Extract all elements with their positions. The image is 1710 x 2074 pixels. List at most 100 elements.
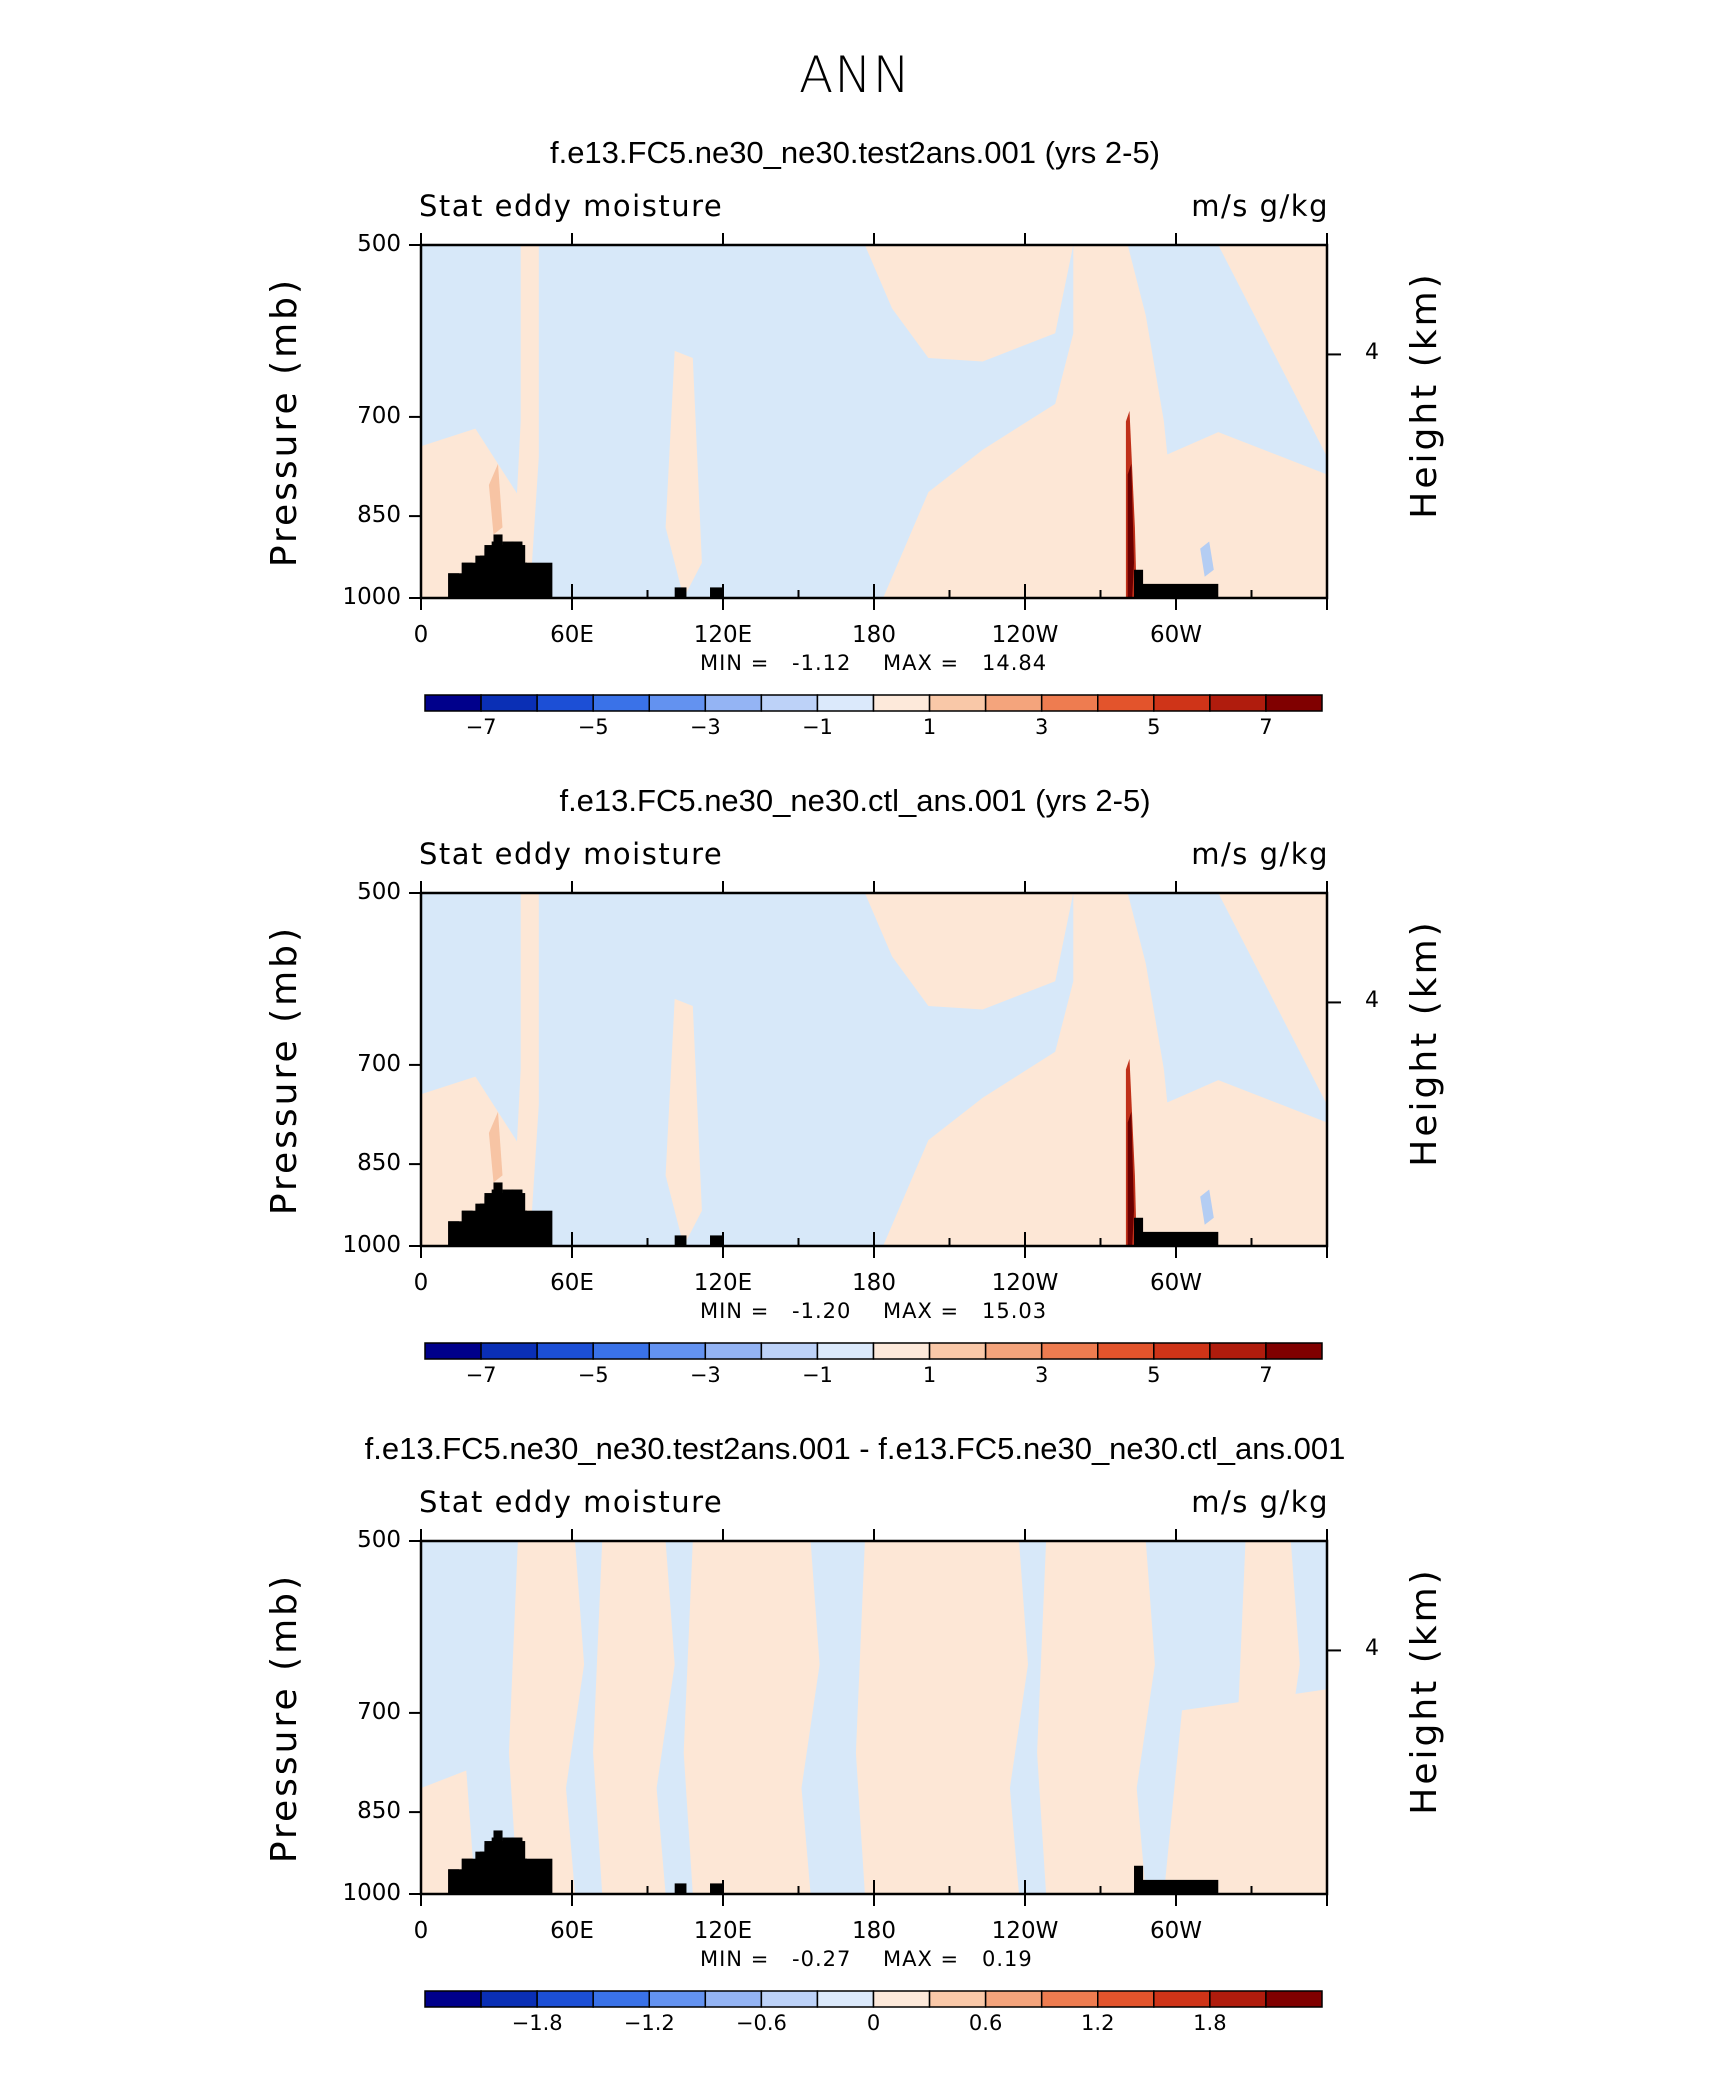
colorbar-segment — [704, 1342, 763, 1360]
colorbar-segment — [592, 1342, 650, 1360]
topography-8 — [674, 1235, 687, 1246]
contour-positive-right — [1127, 893, 1327, 1246]
colorbar-segment — [1097, 694, 1155, 712]
colorbar-segment — [1209, 1342, 1267, 1360]
colorbar-label: −3 — [689, 1363, 721, 1387]
min-value: -1.20 — [792, 1299, 852, 1323]
colorbar-segment — [984, 694, 1043, 712]
pressure-tick-label: 850 — [357, 1798, 401, 1825]
colorbar-segment — [1097, 1990, 1155, 2008]
contour-blue-blob — [1200, 541, 1214, 577]
contour-positive-strip2 — [665, 350, 702, 598]
colorbar-label: 1 — [922, 715, 937, 739]
colorbar-segment — [648, 1990, 707, 2008]
panel-title: f.e13.FC5.ne30_ne30.test2ans.001 - f.e13… — [364, 1431, 1346, 1466]
topography-step-3 — [475, 1203, 487, 1246]
topography-step-6 — [502, 1837, 514, 1894]
topography-step-1 — [448, 573, 460, 598]
colorbar-segment — [816, 1990, 875, 2008]
colorbar-segment — [760, 694, 819, 712]
x-tick-label: 180 — [852, 1270, 896, 1296]
max-value: 0.19 — [982, 1947, 1033, 1971]
topography-step-4 — [484, 1844, 496, 1894]
topography-9 — [710, 1235, 724, 1246]
colorbar — [424, 1342, 1323, 1360]
topography-11 — [1136, 1231, 1219, 1246]
colorbar-segment — [424, 694, 482, 712]
max-label: MAX = — [883, 1947, 960, 1971]
colorbar-segment — [872, 694, 931, 712]
colorbar-label: 1.2 — [1081, 2011, 1115, 2035]
pressure-tick-label: 700 — [357, 1050, 401, 1077]
contour-positive-top — [864, 245, 1074, 362]
min-value: -1.12 — [792, 651, 852, 675]
colorbar — [424, 1990, 1323, 2008]
colorbar-segment — [928, 1342, 987, 1360]
x-tick-label: 0 — [413, 622, 429, 648]
colorbar-segment — [1153, 1990, 1211, 2008]
topography-step-8 — [516, 1210, 528, 1246]
colorbar-segment — [872, 1342, 931, 1360]
topography-step-9 — [520, 1235, 532, 1246]
contour-positive-east — [864, 893, 1182, 1246]
contour-positive-right — [1127, 245, 1327, 598]
topography-step-4 — [484, 548, 496, 598]
topography-step-6 — [502, 541, 514, 598]
colorbar-segment — [928, 1990, 987, 2008]
min-label: MIN = — [700, 1299, 770, 1323]
main-title: ANN — [798, 46, 911, 104]
contour-fill — [421, 245, 1327, 598]
pressure-tick-label: 500 — [357, 879, 401, 905]
height-tick-label: 4 — [1365, 1636, 1379, 1662]
pressure-tick-label: 500 — [357, 231, 401, 257]
contour-positive-band-3 — [683, 1541, 820, 1894]
topography-9 — [710, 587, 724, 598]
x-tick-label: 180 — [852, 1918, 896, 1944]
contour-positive-band-1 — [508, 1541, 585, 1894]
subtitle-left: Stat eddy moisture — [419, 1485, 724, 1519]
colorbar-label: −7 — [465, 1363, 497, 1387]
colorbar-segment — [480, 1990, 538, 2008]
topography-step-5 — [491, 1837, 503, 1894]
max-value: 15.03 — [982, 1299, 1048, 1323]
max-label: MAX = — [883, 651, 960, 675]
topography-step-3 — [475, 1851, 487, 1894]
colorbar-segment — [1097, 1342, 1155, 1360]
colorbar-segment — [704, 1990, 763, 2008]
x-tick-label: 120E — [693, 1270, 753, 1296]
colorbar-label: 0 — [866, 2011, 881, 2035]
colorbar-label: 7 — [1259, 715, 1273, 739]
subtitle-left: Stat eddy moisture — [419, 837, 724, 871]
colorbar — [424, 694, 1323, 712]
colorbar-label: −5 — [577, 1363, 609, 1387]
colorbar-label: −1.2 — [623, 2011, 675, 2035]
colorbar-segment — [536, 694, 594, 712]
topography-8 — [674, 587, 687, 598]
topography-step-9 — [520, 1883, 532, 1894]
pressure-tick-label: 700 — [357, 402, 401, 429]
contour-fill — [421, 1541, 1327, 1894]
colorbar-label: 7 — [1259, 1363, 1273, 1387]
colorbar-label: −1 — [801, 715, 833, 739]
pressure-tick-label: 850 — [357, 502, 401, 529]
colorbar-segment — [928, 694, 987, 712]
contour-positive-nw — [1218, 893, 1327, 936]
contour-fill — [421, 893, 1327, 1246]
colorbar-segment — [760, 1990, 819, 2008]
panel-1 — [409, 233, 1341, 712]
contour-spike-core — [1127, 463, 1134, 598]
colorbar-segment — [1209, 694, 1267, 712]
contour-positive-se — [1163, 1689, 1327, 1894]
panel-title: f.e13.FC5.ne30_ne30.ctl_ans.001 (yrs 2-5… — [559, 783, 1151, 818]
subtitle-left: Stat eddy moisture — [419, 189, 724, 223]
colorbar-label: −0.6 — [735, 2011, 787, 2035]
colorbar-segment — [536, 1990, 594, 2008]
topography-step-3 — [475, 555, 487, 598]
panel-3 — [409, 1529, 1341, 2008]
contour-neg-gap — [547, 893, 594, 1158]
colorbar-segment — [1153, 1342, 1211, 1360]
contour-positive-nw — [1218, 245, 1327, 288]
colorbar-segment — [424, 1990, 482, 2008]
topography-step-6 — [502, 1189, 514, 1246]
